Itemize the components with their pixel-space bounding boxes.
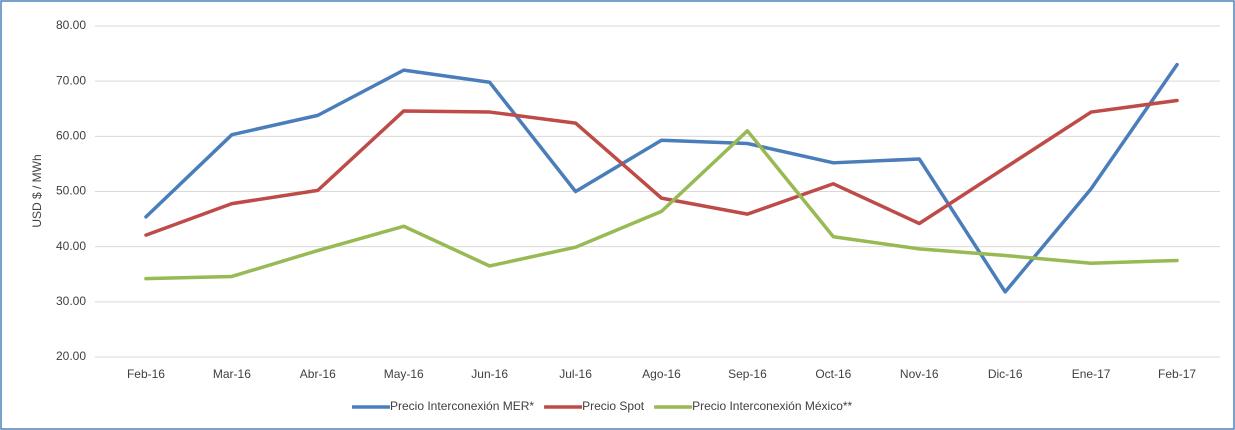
- x-tick-label: Jun-16: [471, 367, 508, 381]
- x-tick-label: Mar-16: [213, 367, 251, 381]
- legend-label: Precio Interconexión MER*: [390, 399, 534, 413]
- x-tick-label: Oct-16: [815, 367, 851, 381]
- x-tick-label: Abr-16: [300, 367, 336, 381]
- x-tick-label: Ene-17: [1072, 367, 1111, 381]
- x-tick-label: Feb-17: [1158, 367, 1196, 381]
- x-tick-label: May-16: [384, 367, 424, 381]
- y-tick-label: 40.00: [56, 239, 86, 253]
- y-tick-label: 20.00: [56, 349, 86, 363]
- x-tick-label: Ago-16: [642, 367, 681, 381]
- y-tick-label: 30.00: [56, 294, 86, 308]
- series-line: [144, 62, 1179, 294]
- y-tick-label: 70.00: [56, 73, 86, 87]
- series-line: [144, 98, 1179, 237]
- y-tick-label: 50.00: [56, 184, 86, 198]
- x-tick-label: Dic-16: [988, 367, 1023, 381]
- x-tick-label: Nov-16: [900, 367, 939, 381]
- legend-label: Precio Spot: [582, 399, 645, 413]
- y-tick-label: 60.00: [56, 129, 86, 143]
- legend-label: Precio Interconexión México**: [692, 399, 852, 413]
- x-tick-label: Feb-16: [127, 367, 165, 381]
- x-tick-label: Jul-16: [559, 367, 592, 381]
- x-tick-label: Sep-16: [728, 367, 767, 381]
- y-tick-label: 80.00: [56, 18, 86, 32]
- series-line: [144, 129, 1179, 281]
- y-axis-label: USD $ / MWh: [30, 154, 44, 227]
